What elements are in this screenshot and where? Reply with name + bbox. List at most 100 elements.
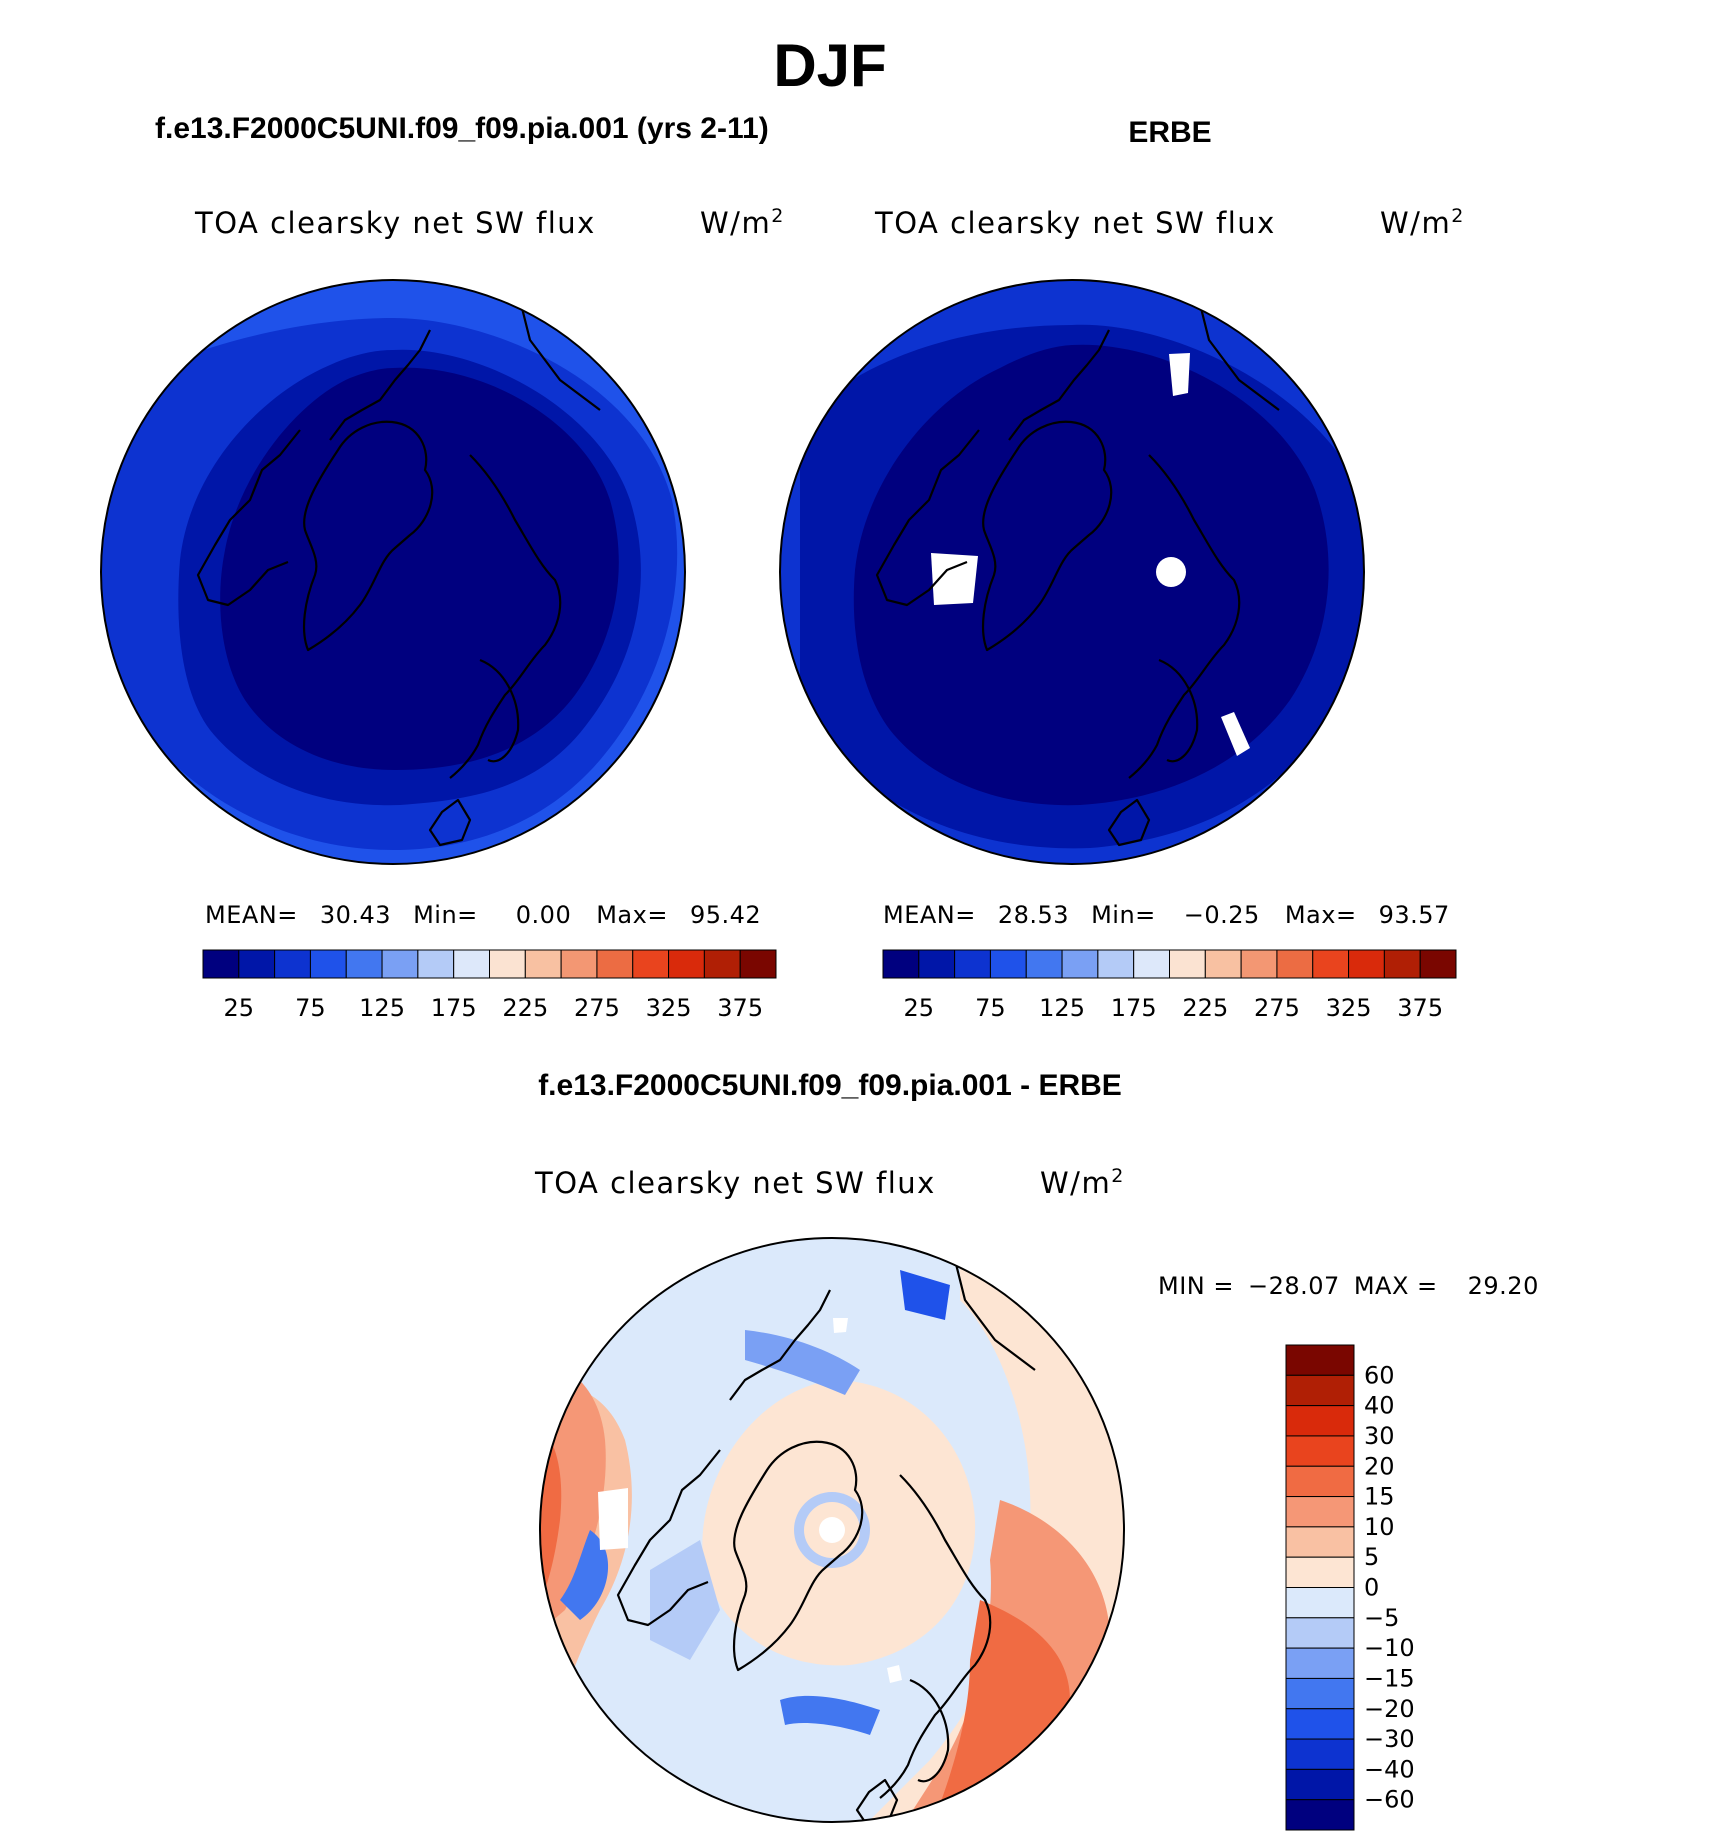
- coast-canada: [196, 429, 301, 607]
- colorbar-box: [1133, 949, 1170, 979]
- coast-eurasia: [879, 1474, 992, 1799]
- colorbar-box: [882, 949, 920, 979]
- diff-labrador-cold: [560, 1530, 609, 1620]
- panel-diff-variable: TOA clearsky net SW flux: [534, 1166, 936, 1200]
- diff-missing-baltic: [887, 1665, 902, 1683]
- panel-model: f.e13.F2000C5UNI.f09_f09.pia.001 (yrs 2-…: [100, 112, 783, 1022]
- panel-model-case-title: f.e13.F2000C5UNI.f09_f09.pia.001 (yrs 2-…: [155, 112, 769, 145]
- panel-erbe: ERBE TOA clearsky net SW flux W/m2 MEAN=…: [779, 116, 1463, 1022]
- colorbar-box: [1285, 1526, 1355, 1558]
- colorbar-tick-label: 60: [1364, 1361, 1395, 1389]
- colorbar-tick-label: −20: [1364, 1695, 1415, 1723]
- colorbar-box: [1285, 1587, 1355, 1619]
- colorbar-tick-label: 40: [1364, 1392, 1395, 1420]
- colorbar-tick-label: 75: [295, 994, 326, 1022]
- diff-missing-siberia: [833, 1318, 848, 1333]
- colorbar-box: [1276, 949, 1314, 979]
- colorbar-box: [489, 949, 526, 979]
- panel-model-map: [101, 280, 685, 864]
- colorbar-tick-label: 0: [1364, 1574, 1379, 1602]
- colorbar-box: [1285, 1738, 1355, 1770]
- colorbar-box: [1285, 1708, 1355, 1740]
- colorbar-tick-label: 30: [1364, 1422, 1395, 1450]
- colorbar-box: [1312, 949, 1350, 979]
- panel-erbe-variable: TOA clearsky net SW flux: [874, 206, 1276, 240]
- coast-alaska: [329, 329, 431, 441]
- coast-siberia: [518, 299, 601, 411]
- colorbar-box: [1383, 949, 1421, 979]
- diff-atlantic-core: [540, 1420, 562, 1620]
- colorbar-box: [1240, 949, 1278, 979]
- coast-greenland: [732, 1440, 864, 1672]
- colorbar-box: [1285, 1677, 1355, 1710]
- colorbar-tick-label: 20: [1364, 1452, 1395, 1480]
- coast-scandinavia: [1158, 658, 1199, 763]
- colorbar-box: [524, 949, 562, 979]
- colorbar-box: [703, 949, 741, 979]
- colorbar-box: [1285, 1647, 1355, 1679]
- coast-eurasia: [449, 454, 562, 779]
- colorbar-box: [1285, 1617, 1355, 1649]
- panel-erbe-map-border: [779, 279, 1365, 865]
- colorbar-tick-label: 375: [717, 994, 763, 1022]
- diff-norwegian-cold: [780, 1695, 880, 1735]
- missing-siberia: [1169, 353, 1190, 396]
- panel-erbe-stats: MEAN= 28.53 Min= −0.25 Max= 93.57: [883, 901, 1450, 929]
- colorbar-tick-label: −15: [1364, 1664, 1415, 1692]
- colorbar-box: [453, 949, 490, 979]
- colorbar-tick-label: 375: [1397, 994, 1443, 1022]
- missing-canada: [931, 553, 978, 605]
- colorbar-box: [1285, 1344, 1355, 1376]
- coast-britain: [855, 1778, 899, 1822]
- colorbar-box: [1285, 1556, 1355, 1588]
- colorbar-box: [274, 949, 311, 979]
- panel-diff: f.e13.F2000C5UNI.f09_f09.pia.001 - ERBE …: [534, 1069, 1538, 1831]
- colorbar-box: [632, 949, 670, 979]
- colorbar-box: [668, 949, 705, 979]
- colorbar-tick-label: 125: [359, 994, 405, 1022]
- colorbar-box: [381, 949, 419, 979]
- panel-erbe-case-title: ERBE: [1128, 116, 1211, 149]
- coast-siberia: [953, 1259, 1036, 1371]
- colorbar-box: [739, 949, 777, 979]
- main-title: DJF: [773, 32, 886, 99]
- colorbar-tick-label: 25: [904, 994, 935, 1022]
- panel-diff-map-border: [539, 1237, 1125, 1823]
- colorbar-box: [1285, 1374, 1355, 1407]
- panel-diff-map: [540, 1238, 1124, 1822]
- colorbar-tick-label: 275: [1254, 994, 1300, 1022]
- coast-alaska: [729, 1289, 831, 1401]
- colorbar-tick-label: 5: [1364, 1543, 1379, 1571]
- colorbar-tick-label: −40: [1364, 1755, 1415, 1783]
- band-12: [220, 367, 619, 770]
- colorbar-tick-label: 325: [1326, 994, 1372, 1022]
- colorbar-box: [1285, 1799, 1355, 1831]
- colorbar-box: [1285, 1405, 1355, 1437]
- colorbar-tick-label: −30: [1364, 1725, 1415, 1753]
- colorbar-box: [309, 949, 347, 979]
- panel-model-variable: TOA clearsky net SW flux: [194, 206, 596, 240]
- colorbar-box: [1204, 949, 1242, 979]
- colorbar-box: [1169, 949, 1206, 979]
- colorbar-box: [345, 949, 383, 979]
- coast-siberia: [1197, 299, 1280, 411]
- colorbar-box: [1285, 1496, 1355, 1528]
- colorbar-tick-label: 125: [1039, 994, 1085, 1022]
- coast-alaska: [1008, 329, 1110, 441]
- colorbar-box: [989, 949, 1027, 979]
- colorbar-tick-label: 325: [646, 994, 692, 1022]
- coast-scandinavia: [479, 658, 520, 763]
- missing-pole: [1156, 557, 1186, 587]
- panel-erbe-map: [780, 280, 1364, 864]
- missing-baltic: [1221, 712, 1250, 756]
- colorbar-box: [202, 949, 240, 979]
- panel-diff-units: W/m2: [1040, 1165, 1125, 1200]
- colorbar-tick-label: −60: [1364, 1786, 1415, 1814]
- colorbar-box: [1285, 1465, 1355, 1498]
- colorbar-tick-label: −5: [1364, 1604, 1399, 1632]
- colorbar-tick-label: 175: [1111, 994, 1157, 1022]
- diff-missing-canada: [598, 1488, 628, 1550]
- panel-model-stats: MEAN= 30.43 Min= 0.00 Max= 95.42: [205, 901, 761, 929]
- diff-bering-cold: [900, 1270, 950, 1320]
